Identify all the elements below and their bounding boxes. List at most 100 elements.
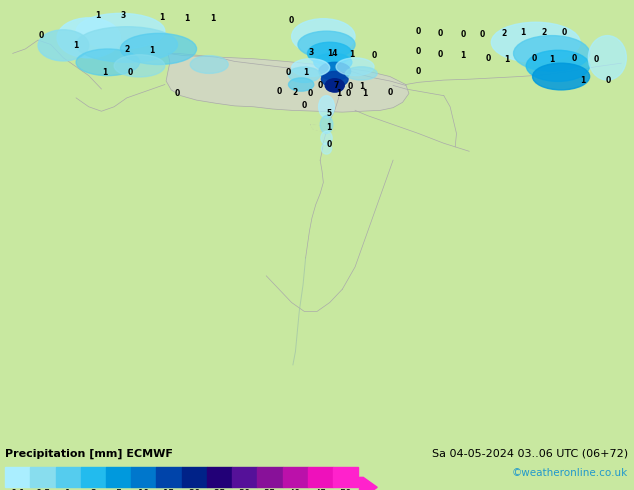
Text: 0: 0 [438,29,443,38]
Text: 1: 1 [460,50,465,60]
Text: 1: 1 [150,46,155,55]
Bar [131,467,157,487]
Text: 0: 0 [387,88,392,97]
Polygon shape [166,53,409,112]
Text: 0: 0 [327,140,332,149]
Text: 0: 0 [286,68,291,76]
Text: 45: 45 [314,489,327,490]
Ellipse shape [314,53,352,71]
Bar [257,467,283,487]
Text: 1: 1 [102,68,107,76]
Bar [232,467,257,487]
Text: 3: 3 [121,11,126,20]
Text: 1: 1 [184,14,190,23]
Text: 1: 1 [349,50,354,59]
Text: 1: 1 [362,89,367,98]
Bar [30,467,56,487]
Text: 30: 30 [238,489,251,490]
Text: 0: 0 [346,89,351,98]
Text: 1: 1 [327,123,332,132]
Bar [81,467,106,487]
Text: 1: 1 [65,489,71,490]
Text: 1: 1 [337,89,342,98]
Text: 14: 14 [328,49,338,58]
Text: Precipitation [mm] ECMWF: Precipitation [mm] ECMWF [5,448,173,459]
Ellipse shape [320,116,333,133]
Text: 0: 0 [348,82,353,91]
Text: 2: 2 [541,27,547,37]
Bar [181,467,207,487]
Text: 0: 0 [479,30,484,39]
Text: 1: 1 [74,41,79,50]
Ellipse shape [57,18,120,58]
Ellipse shape [288,78,314,91]
Text: 0: 0 [593,55,598,64]
FancyArrow shape [359,477,377,490]
Text: 0: 0 [302,101,307,110]
Bar [157,467,181,487]
Ellipse shape [491,22,580,62]
Text: 0: 0 [531,54,536,63]
Ellipse shape [318,96,335,118]
Ellipse shape [319,62,351,80]
Ellipse shape [321,131,332,145]
Text: 0: 0 [39,31,44,40]
Text: 0: 0 [562,27,567,37]
Text: 1: 1 [159,13,164,23]
Bar [56,467,81,487]
Text: 0.1: 0.1 [10,489,25,490]
Text: 1: 1 [549,55,554,64]
Ellipse shape [321,143,332,154]
Text: 35: 35 [264,489,276,490]
Bar [207,467,232,487]
Text: 1: 1 [304,69,309,77]
Text: 40: 40 [289,489,301,490]
Text: 0: 0 [318,81,323,90]
Ellipse shape [76,13,165,49]
Text: 50: 50 [339,489,352,490]
Text: 0: 0 [289,16,294,24]
Bar [307,467,333,487]
Text: 0: 0 [460,30,465,39]
Ellipse shape [346,67,377,80]
Text: 1: 1 [210,14,215,23]
Bar [106,467,131,487]
Text: 1: 1 [581,75,586,85]
Text: 20: 20 [188,489,200,490]
Ellipse shape [526,50,590,81]
Polygon shape [311,124,335,132]
Text: 0: 0 [276,87,281,96]
Text: 3: 3 [308,48,313,57]
Text: 0: 0 [416,47,421,56]
Text: 0: 0 [372,50,377,60]
Ellipse shape [325,79,344,92]
Ellipse shape [336,58,374,75]
Bar [283,467,307,487]
Ellipse shape [120,33,197,65]
Ellipse shape [307,42,352,65]
Text: 0: 0 [175,89,180,98]
Text: 25: 25 [213,489,226,490]
Text: 2: 2 [124,46,129,54]
Text: 0: 0 [571,54,576,63]
Ellipse shape [292,59,330,76]
Text: 1: 1 [359,82,364,91]
Ellipse shape [533,63,590,90]
Bar [5,467,30,487]
Ellipse shape [588,36,626,80]
Ellipse shape [321,72,348,87]
Text: 0: 0 [606,76,611,85]
Text: 0: 0 [486,54,491,63]
Text: 0: 0 [127,69,133,77]
Text: 2: 2 [90,489,96,490]
Text: 2: 2 [292,88,297,97]
Text: Sa 04-05-2024 03..06 UTC (06+72): Sa 04-05-2024 03..06 UTC (06+72) [432,448,628,459]
Ellipse shape [288,67,320,82]
Ellipse shape [38,30,89,61]
Text: 1: 1 [505,55,510,64]
Text: 1: 1 [96,11,101,20]
Ellipse shape [76,26,178,62]
Ellipse shape [190,56,228,74]
Ellipse shape [292,19,355,54]
Text: 0.5: 0.5 [36,489,51,490]
